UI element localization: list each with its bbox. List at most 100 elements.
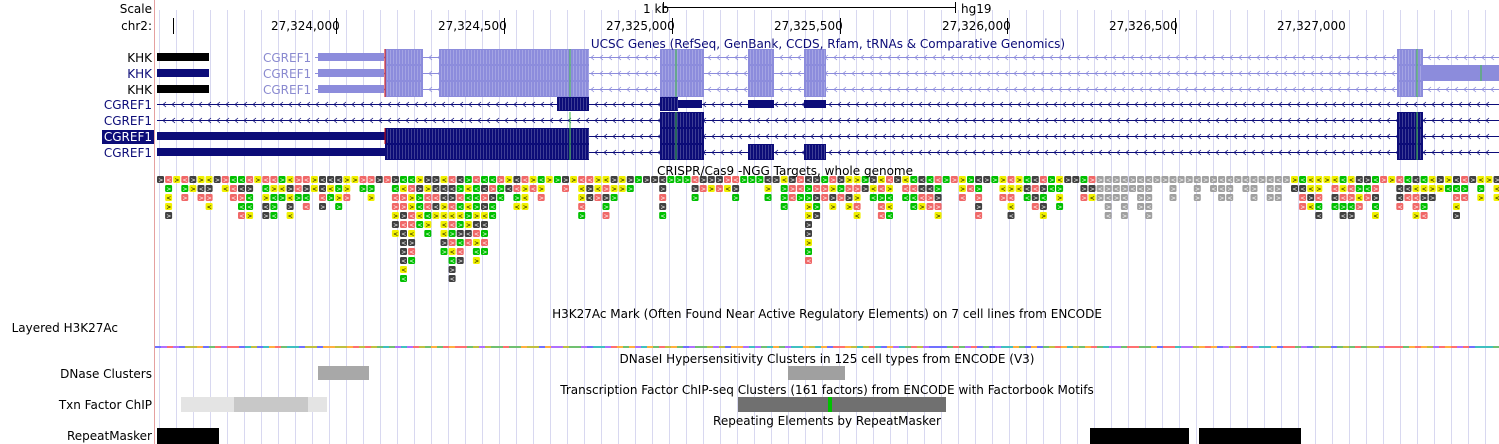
gene-row-label-khk[interactable]: KHK xyxy=(127,83,152,97)
crispr-target xyxy=(634,176,642,183)
strand-arrow xyxy=(635,86,640,93)
h3k27ac-track-title[interactable]: H3K27Ac Mark (Often Found Near Active Re… xyxy=(552,307,1102,321)
strand-arrow xyxy=(1211,70,1216,77)
crispr-target xyxy=(918,176,926,183)
strand-arrow xyxy=(1031,86,1036,93)
strand-arrow xyxy=(549,101,554,108)
strand-arrow xyxy=(954,133,959,140)
crispr-target xyxy=(1250,194,1258,201)
strand-arrow xyxy=(1152,133,1157,140)
gene-inner-name[interactable]: CGREF1 xyxy=(263,51,312,65)
crispr-target xyxy=(391,212,399,219)
crispr-strand-glyph: < xyxy=(426,213,431,220)
strand-arrow xyxy=(720,117,725,124)
strand-arrow xyxy=(986,70,991,77)
crispr-strand-glyph: > xyxy=(1446,177,1451,184)
crispr-strand-glyph: < xyxy=(1446,186,1451,193)
crispr-target xyxy=(796,176,804,183)
gene-inner-name[interactable]: CGREF1 xyxy=(263,83,312,97)
gene-row-label-khk[interactable]: KHK xyxy=(127,51,152,65)
strand-arrow xyxy=(653,70,658,77)
crispr-strand-glyph: < xyxy=(247,195,252,202)
strand-arrow xyxy=(1229,54,1234,61)
h3k27ac-signal xyxy=(947,346,953,348)
crispr-target xyxy=(472,248,480,255)
dnase-track-title[interactable]: DNaseI Hypersensitivity Clusters in 125 … xyxy=(619,352,1035,366)
crispr-strand-glyph: < xyxy=(1406,177,1411,184)
crispr-strand-glyph: > xyxy=(1057,204,1062,211)
crispr-strand-glyph: < xyxy=(1495,195,1499,202)
track-data-area[interactable]: > < > < > > > < > > > > > < > < > > < > > < < < < < < > < < < > < < > > < < > <… xyxy=(155,0,1499,444)
strand-arrow xyxy=(860,54,865,61)
h3k27ac-signal xyxy=(347,346,353,348)
strand-arrow xyxy=(351,101,356,108)
crispr-strand-glyph: < xyxy=(434,195,439,202)
strand-arrow xyxy=(378,101,383,108)
crispr-strand-glyph: > xyxy=(1430,195,1435,202)
strand-arrow xyxy=(1458,101,1463,108)
h3k27ac-signal xyxy=(1421,346,1427,348)
gene-inner-name[interactable]: CGREF1 xyxy=(263,67,312,81)
crispr-strand-glyph: > xyxy=(1487,177,1492,184)
strand-arrow xyxy=(594,101,599,108)
repeatmasker-track-label[interactable]: RepeatMasker xyxy=(66,429,152,443)
txn-factor-track-label[interactable]: Txn Factor ChIP xyxy=(58,398,152,412)
crispr-target xyxy=(1193,185,1201,192)
crispr-target xyxy=(1461,185,1469,192)
crispr-target xyxy=(1056,194,1064,201)
strand-arrow xyxy=(234,117,239,124)
gene-row-label-cgref1[interactable]: CGREF1 xyxy=(103,98,152,112)
strand-arrow xyxy=(1053,101,1058,108)
h3k27ac-signal xyxy=(1049,346,1055,348)
crispr-target xyxy=(821,176,829,183)
crispr-strand-glyph: < xyxy=(806,177,811,184)
strand-arrow xyxy=(207,101,212,108)
crispr-target xyxy=(1015,185,1023,192)
crispr-target xyxy=(1412,185,1420,192)
crispr-target xyxy=(1420,194,1428,201)
gene-row-label-cgref1[interactable]: CGREF1 xyxy=(103,146,152,160)
crispr-target xyxy=(440,185,448,192)
strand-arrow xyxy=(1301,70,1306,77)
h3k27ac-signal xyxy=(713,346,719,348)
crispr-target xyxy=(1420,212,1428,219)
crispr-strand-glyph: > xyxy=(871,177,876,184)
gene-row-label-khk[interactable]: KHK xyxy=(127,67,152,81)
h3k27ac-signal xyxy=(1139,346,1145,348)
exon-block xyxy=(804,65,826,81)
crispr-target xyxy=(829,203,837,210)
gene-row-label-cgref1-selected[interactable]: CGREF1 xyxy=(101,130,154,144)
strand-arrow xyxy=(414,101,419,108)
crispr-strand-glyph: > xyxy=(426,186,431,193)
strand-arrow xyxy=(990,149,995,156)
gene-row-label-cgref1[interactable]: CGREF1 xyxy=(103,114,152,128)
crispr-target xyxy=(1331,203,1339,210)
h3k27ac-signal xyxy=(1055,346,1061,348)
crispr-target xyxy=(1461,176,1469,183)
crispr-strand-glyph: > xyxy=(393,204,398,211)
chrom-label: chr2: xyxy=(121,19,152,33)
crispr-track-title[interactable]: CRISPR/Cas9 -NGG Targets, whole genome xyxy=(657,164,913,178)
dnase-track-label[interactable]: DNase Clusters xyxy=(60,367,152,381)
h3k27ac-track-label[interactable]: Layered H3K27Ac xyxy=(11,321,118,335)
strand-arrow xyxy=(1296,117,1301,124)
strand-arrow xyxy=(1094,54,1099,61)
crispr-strand-glyph: < xyxy=(1300,195,1305,202)
strand-arrow xyxy=(720,101,725,108)
crispr-strand-glyph: > xyxy=(199,195,204,202)
repeatmasker-track-title[interactable]: Repeating Elements by RepeatMasker xyxy=(713,414,941,428)
crispr-strand-glyph: > xyxy=(1195,195,1200,202)
strand-arrow xyxy=(923,86,928,93)
txn-factor-track-title[interactable]: Transcription Factor ChIP-seq Clusters (… xyxy=(560,383,1094,397)
h3k27ac-signal xyxy=(1223,346,1229,348)
crispr-target xyxy=(1347,176,1355,183)
crispr-strand-glyph: > xyxy=(482,204,487,211)
strand-arrow xyxy=(738,133,743,140)
tracks-canvas[interactable]: > <><>>> <>>>>><><>><> ><<<<<<><<<><<>> <<><… xyxy=(155,0,1499,444)
h3k27ac-signal xyxy=(239,346,245,348)
crispr-strand-glyph: < xyxy=(1025,177,1030,184)
crispr-target xyxy=(319,203,326,210)
h3k27ac-signal xyxy=(371,346,377,348)
genes-track-title[interactable]: UCSC Genes (RefSeq, GenBank, CCDS, Rfam,… xyxy=(590,37,1066,51)
